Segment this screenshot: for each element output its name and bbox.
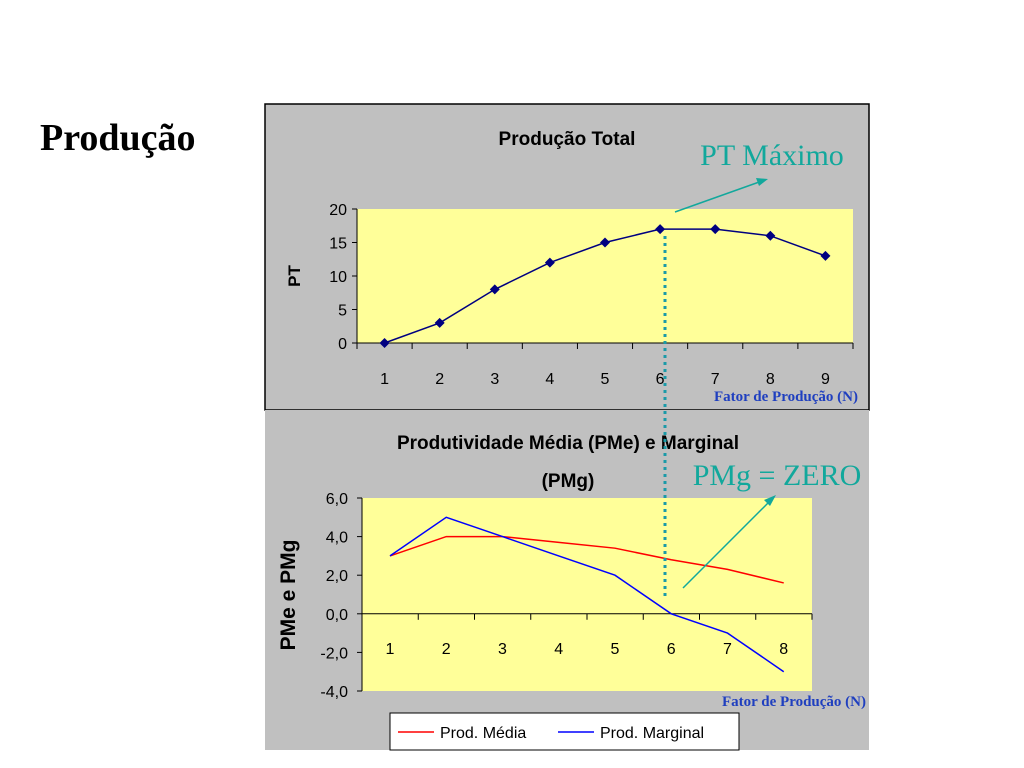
pt-data-point	[600, 237, 610, 248]
pmg-series-line	[389, 516, 785, 673]
pme-pmg-y-axis-label: PMe e PMg	[277, 540, 300, 651]
pme-pmg-y-tick-label: 0,0	[326, 607, 348, 624]
pt-maximo-arrowhead	[756, 178, 768, 186]
pt-plot-area	[357, 209, 853, 343]
pt-axes: 0 5 10 15 20 1 2 3 4 5 6 7 8 9	[329, 202, 854, 388]
pme-pmg-x-tick-label: 7	[723, 641, 732, 658]
pme-pmg-x-tick-label: 8	[779, 641, 788, 658]
pt-data-point	[820, 250, 831, 261]
pt-x-caption: Fator de Produção (N)	[714, 389, 858, 405]
pt-data-point	[434, 317, 445, 328]
pme-pmg-title-line2: (PMg)	[542, 471, 595, 492]
pmg-zero-arrowhead	[764, 495, 776, 506]
pme-pmg-x-caption: Fator de Produção (N)	[722, 694, 866, 710]
pme-pmg-y-tick-label: -4,0	[320, 684, 348, 701]
pme-pmg-y-tick-label: 6,0	[326, 491, 348, 508]
pme-pmg-x-tick-label: 3	[498, 641, 507, 658]
legend-label-pme: Prod. Média	[440, 725, 526, 742]
pt-y-tick-label: 0	[338, 336, 347, 353]
pme-pmg-y-tick-label: 4,0	[326, 530, 348, 547]
pt-x-tick-label: 7	[711, 371, 720, 388]
pt-x-tick-label: 5	[601, 371, 610, 388]
pmg-zero-arrow	[682, 500, 771, 589]
pt-x-tick-label: 6	[656, 371, 665, 388]
pme-series-line	[389, 535, 784, 584]
pt-x-tick-label: 8	[766, 371, 775, 388]
pt-y-tick-label: 15	[329, 236, 347, 253]
pme-pmg-x-tick-label: 2	[442, 641, 451, 658]
pt-data-point	[379, 338, 390, 348]
pt-y-axis-label: PT	[285, 265, 304, 287]
pme-pmg-chart: Produtividade Média (PMe) e Marginal (PM…	[265, 410, 869, 751]
pme-pmg-x-tick-label: 6	[667, 641, 676, 658]
pme-pmg-title-line1: Produtividade Média (PMe) e Marginal	[397, 433, 739, 454]
legend: Prod. Média Prod. Marginal	[389, 712, 740, 751]
pt-x-tick-label: 2	[435, 371, 444, 388]
pt-y-tick-label: 20	[329, 202, 347, 219]
pt-marks	[379, 224, 831, 348]
pt-x-tick-label: 9	[821, 371, 830, 388]
pt-y-tick-label: 10	[329, 269, 347, 286]
pt-maximo-arrow	[674, 180, 763, 213]
legend-label-pmg: Prod. Marginal	[600, 725, 704, 742]
pt-x-tick-label: 4	[545, 371, 554, 388]
pme-pmg-y-tick-label: 2,0	[326, 568, 348, 585]
pt-data-point	[655, 224, 666, 235]
pt-data-point	[489, 284, 500, 295]
pt-data-point	[710, 224, 721, 235]
pt-maximo-annotation: PT Máximo	[700, 139, 844, 172]
pt-y-tick-label: 5	[338, 303, 347, 320]
pme-pmg-marks	[389, 516, 785, 673]
pt-chart: Produção Total PT 0 5 10 15 20 1 2 3 4 5 6 7 8 9 Fato…	[264, 103, 870, 411]
pme-pmg-x-tick-label: 4	[554, 641, 563, 658]
pt-x-tick-label: 1	[380, 371, 389, 388]
slide-title: Produção	[40, 117, 196, 159]
pme-pmg-y-tick-label: -2,0	[320, 645, 348, 662]
pme-pmg-x-tick-label: 1	[386, 641, 395, 658]
pme-pmg-plot-area	[362, 498, 812, 691]
pme-pmg-axes: -4,0 -2,0 0,0 2,0 4,0 6,0 1 2 3 4 5 6 7 8	[320, 491, 813, 701]
pt-data-point	[544, 257, 555, 268]
pt-chart-title: Produção Total	[499, 129, 636, 150]
pme-pmg-x-tick-label: 5	[611, 641, 620, 658]
pt-x-tick-label: 3	[490, 371, 499, 388]
pmg-zero-annotation: PMg = ZERO	[693, 459, 862, 492]
pt-data-point	[765, 230, 776, 241]
